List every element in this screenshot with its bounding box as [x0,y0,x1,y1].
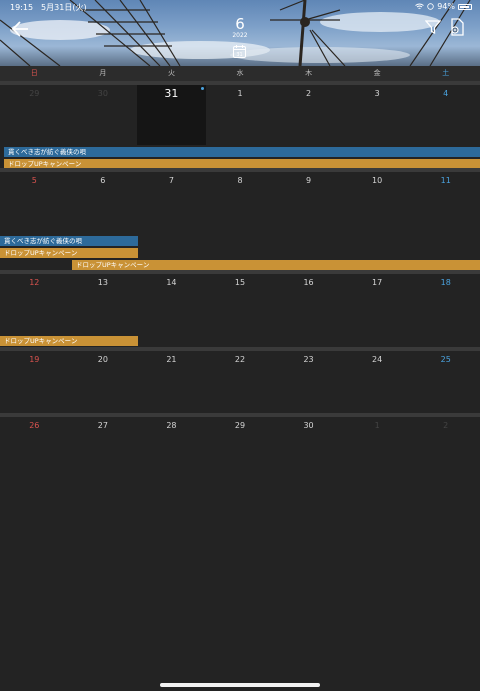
day-cell[interactable]: 23 [303,355,314,364]
day-cell[interactable]: 12 [29,278,40,287]
arrow-left-icon[interactable] [10,18,32,40]
status-indicators: 94% [415,2,472,11]
day-cell[interactable]: 7 [168,176,174,185]
event-bar[interactable]: ドロップUPキャンペーン [72,260,480,270]
weekday-header: 日 月 火 水 木 金 土 [0,66,480,81]
event-bar[interactable]: ドロップUPキャンペーン [0,336,138,346]
today-date: 31 [164,87,179,100]
orientation-lock-icon [427,3,434,10]
day-cell[interactable]: 1 [237,89,243,98]
battery-icon [458,3,472,10]
wifi-icon [415,3,424,9]
weekday-tue: 火 [167,69,175,77]
home-indicator[interactable] [160,683,320,687]
ship-rigging-illustration [0,0,471,66]
day-cell-today[interactable]: 31 [137,85,206,145]
day-cell[interactable]: 30 [303,421,314,430]
week-row-3: 12 13 14 15 16 17 18 ドロップUPキャンペーン [0,270,480,347]
day-cell[interactable]: 30 [97,89,108,98]
day-cell[interactable]: 3 [374,89,380,98]
header-banner: 19:15 5月31日(火) 94% 6 2022 31 [0,0,480,66]
day-cell[interactable]: 13 [97,278,108,287]
day-cell[interactable]: 11 [440,176,451,185]
day-cell[interactable]: 22 [234,355,246,364]
week-row-2: 5 6 7 8 9 10 11 貫くべき志が紡ぐ義侠の唄 ドロップUPキャンペー… [0,168,480,270]
day-cell[interactable]: 14 [166,278,177,287]
event-bar[interactable]: 貫くべき志が紡ぐ義侠の唄 [0,236,138,246]
day-cell[interactable]: 17 [372,278,383,287]
filter-icon[interactable] [425,19,441,35]
day-cell[interactable]: 21 [166,355,177,364]
day-cell[interactable]: 9 [306,176,312,185]
day-cell[interactable]: 2 [443,421,449,430]
weekday-wed: 水 [236,69,244,77]
day-cell[interactable]: 10 [372,176,383,185]
weekday-sat: 土 [442,69,450,77]
export-document-icon[interactable] [449,18,465,36]
week-row-5: 26 27 28 29 30 1 2 [0,413,480,683]
day-cell[interactable]: 29 [234,421,246,430]
day-cell[interactable]: 24 [372,355,383,364]
weekday-thu: 木 [305,69,313,77]
day-cell[interactable]: 25 [440,355,451,364]
day-cell[interactable]: 4 [443,89,449,98]
week-row-1: 29 30 31 1 2 3 4 貫くべき志が紡ぐ義侠の唄 ドロップUPキャンペ… [0,81,480,169]
event-bar[interactable]: ドロップUPキャンペーン [0,248,138,258]
day-cell[interactable]: 15 [234,278,246,287]
battery-percent: 94% [437,2,455,11]
calendar-icon[interactable]: 31 [233,45,246,58]
month-number: 6 [235,15,245,33]
day-cell[interactable]: 16 [303,278,314,287]
event-bar[interactable]: 貫くべき志が紡ぐ義侠の唄 [4,147,480,157]
today-dot [200,87,204,90]
event-bar[interactable]: ドロップUPキャンペーン [4,159,480,169]
day-cell[interactable]: 2 [306,89,312,98]
weekday-sun: 日 [30,69,38,77]
day-cell[interactable]: 27 [97,421,108,430]
day-cell[interactable]: 19 [29,355,40,364]
week-row-4: 19 20 21 22 23 24 25 [0,347,480,413]
day-cell[interactable]: 1 [374,421,380,430]
year-number: 2022 [232,32,248,39]
day-cell[interactable]: 18 [440,278,451,287]
day-cell[interactable]: 29 [29,89,40,98]
day-cell[interactable]: 28 [166,421,177,430]
calendar-icon-day: 31 [236,52,242,58]
weekday-fri: 金 [373,69,381,77]
day-cell[interactable]: 8 [237,176,243,185]
day-cell[interactable]: 5 [31,176,37,185]
day-cell[interactable]: 26 [29,421,40,430]
weekday-mon: 月 [99,69,107,77]
status-time-date: 19:15 5月31日(火) [10,3,87,12]
day-cell[interactable]: 6 [100,176,106,185]
day-cell[interactable]: 20 [97,355,108,364]
